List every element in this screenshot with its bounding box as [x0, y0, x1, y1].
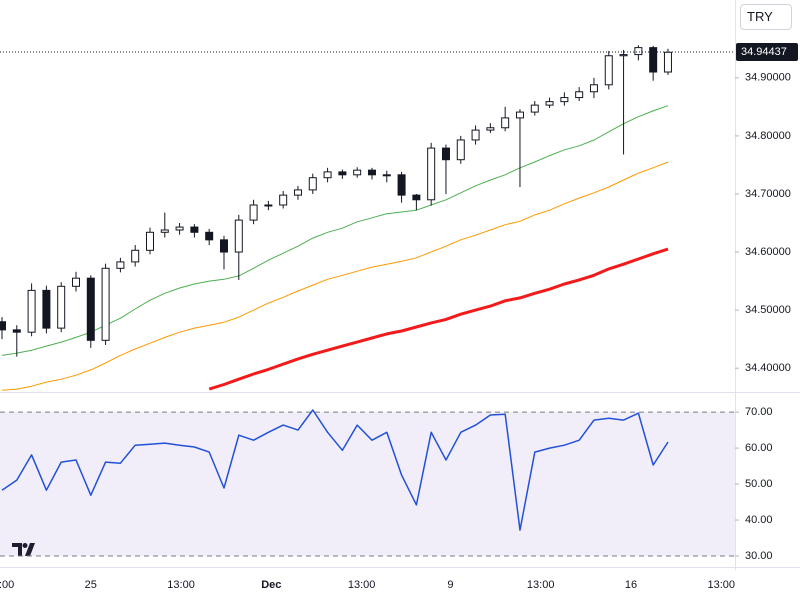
- x-tick-label: 9: [447, 579, 453, 591]
- candle-body: [160, 229, 169, 233]
- candle-body: [323, 171, 332, 179]
- x-tick-label: 13:00: [0, 579, 14, 591]
- candle-body: [145, 231, 154, 251]
- candle-body: [649, 47, 658, 73]
- candle-body: [101, 267, 110, 341]
- candle-body: [57, 285, 66, 329]
- candle-body: [397, 174, 406, 196]
- candle-body: [619, 54, 628, 57]
- candle-body: [0, 321, 6, 331]
- candle-body: [234, 219, 243, 253]
- candle-body: [589, 84, 598, 93]
- logo-mark: [12, 543, 35, 556]
- x-tick-label: 25: [85, 579, 97, 591]
- x-tick-label: 13:00: [167, 579, 195, 591]
- candle-body: [560, 97, 569, 103]
- candle-body: [116, 261, 125, 269]
- candle-body: [264, 204, 273, 207]
- candle-body: [131, 249, 140, 263]
- logo: [12, 543, 35, 556]
- logo-dot: [22, 543, 28, 548]
- candle-body: [456, 139, 465, 161]
- candle-body: [249, 204, 258, 221]
- moving-average-line: [1, 161, 669, 391]
- candle-body: [293, 189, 302, 196]
- rsi-line: [1, 409, 669, 531]
- x-tick-label: 13:00: [707, 579, 735, 591]
- y-tick-label: 70.00: [745, 406, 773, 418]
- candle-body: [175, 226, 184, 231]
- x-tick-label: 16: [625, 579, 637, 591]
- y-tick-label: 30.00: [745, 550, 773, 562]
- rsi-band: [0, 412, 735, 557]
- candle-body: [279, 194, 288, 206]
- candle-body: [412, 194, 421, 201]
- last-price-label: 34.94437: [741, 46, 787, 58]
- candle-body: [42, 289, 51, 329]
- x-tick-label: 13:00: [527, 579, 555, 591]
- rsi-pane: [0, 409, 735, 557]
- candle-body: [382, 174, 391, 177]
- x-tick-label: 13:00: [348, 579, 376, 591]
- candle-body: [308, 177, 317, 191]
- candle-body: [427, 147, 436, 201]
- y-tick-label: 34.90000: [745, 72, 791, 84]
- currency-button[interactable]: TRY: [740, 4, 792, 30]
- candle-body: [575, 91, 584, 99]
- candle-body: [545, 101, 554, 106]
- candle-body: [486, 127, 495, 131]
- y-tick-label: 34.40000: [745, 362, 791, 374]
- candle-body: [634, 47, 643, 56]
- candle-body: [338, 171, 347, 176]
- y-tick-label: 50.00: [745, 478, 773, 490]
- candle-body: [86, 277, 95, 341]
- moving-average-line: [1, 105, 669, 356]
- candle-body: [71, 277, 80, 287]
- candle-body: [367, 169, 376, 176]
- last-price-box: [736, 43, 798, 62]
- y-tick-label: 34.60000: [745, 246, 791, 258]
- y-tick-label: 34.70000: [745, 188, 791, 200]
- y-tick-label: 60.00: [745, 442, 773, 454]
- moving-average-line: [208, 247, 669, 391]
- candle-body: [515, 111, 524, 119]
- y-tick-label: 34.50000: [745, 304, 791, 316]
- candle-body: [12, 329, 21, 333]
- candle-body: [205, 231, 214, 241]
- candle-body: [501, 117, 510, 129]
- candle-body: [604, 55, 613, 86]
- candle-body: [27, 289, 36, 333]
- candle-body: [353, 169, 362, 176]
- candle-body: [663, 51, 672, 73]
- candle-body: [219, 239, 228, 253]
- price-pane: [0, 45, 672, 391]
- candle-body: [190, 226, 199, 233]
- y-tick-label: 34.80000: [745, 130, 791, 142]
- x-tick-label: Dec: [261, 579, 281, 591]
- candle-body: [471, 129, 480, 141]
- candle-body: [530, 104, 539, 113]
- candle-body: [441, 147, 450, 161]
- y-tick-label: 40.00: [745, 514, 773, 526]
